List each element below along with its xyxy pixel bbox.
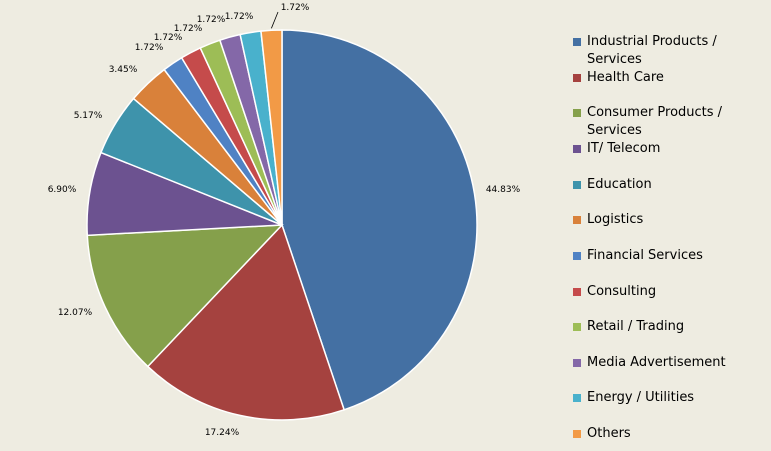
leader-line-12 <box>271 11 279 29</box>
legend-swatch <box>573 181 581 189</box>
pie-chart: 44.83%17.24%12.07%6.90%5.17%3.45%1.72%1.… <box>48 3 521 438</box>
legend-swatch <box>573 109 581 117</box>
legend-label: Energy / Utilities <box>587 390 695 405</box>
legend-label: Consulting <box>587 284 657 299</box>
legend-swatch <box>573 288 581 296</box>
data-label-5: 5.17% <box>74 111 103 121</box>
legend-label: Consumer Products / Services <box>587 105 723 138</box>
legend-label: Others <box>587 426 631 441</box>
legend-swatch <box>573 145 581 153</box>
data-label-10: 1.72% <box>197 15 226 25</box>
legend-swatch <box>573 359 581 367</box>
legend-label: Retail / Trading <box>587 319 685 334</box>
data-label-9: 1.72% <box>174 24 203 34</box>
legend-swatch <box>573 74 581 82</box>
legend-swatch <box>573 252 581 260</box>
legend-label: Financial Services <box>587 248 703 263</box>
data-label-6: 3.45% <box>109 65 138 75</box>
pie-slice-1 <box>281 29 478 411</box>
data-label-12: 1.72% <box>281 3 310 13</box>
pie-slice-3 <box>86 224 284 368</box>
data-label-8: 1.72% <box>154 33 183 43</box>
legend-label: Industrial Products / Services <box>587 34 717 67</box>
data-label-7: 1.72% <box>135 43 164 53</box>
legend-swatch <box>573 216 581 224</box>
legend-swatch <box>573 323 581 331</box>
legend-label: IT/ Telecom <box>587 141 661 156</box>
legend-label: Health Care <box>587 70 664 85</box>
data-label-11: 1.72% <box>225 12 254 22</box>
pie-slice-2 <box>146 223 346 421</box>
legend-label: Media Advertisement <box>587 355 726 370</box>
legend-label: Education <box>587 177 652 192</box>
legend-label: Logistics <box>587 212 644 227</box>
legend-swatch <box>573 394 581 402</box>
data-label-4: 6.90% <box>48 185 77 195</box>
pie-slice-12 <box>260 29 283 226</box>
data-label-3: 12.07% <box>58 308 93 318</box>
legend-swatch <box>573 38 581 46</box>
data-label-2: 17.24% <box>205 428 240 438</box>
data-label-1: 44.83% <box>486 185 521 195</box>
legend-swatch <box>573 430 581 438</box>
